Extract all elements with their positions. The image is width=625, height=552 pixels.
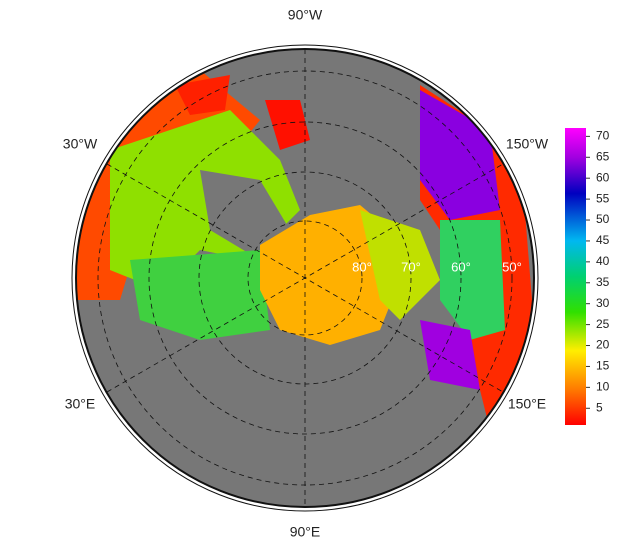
parallel-label: 80° [352, 259, 372, 274]
colorbar-tick-label: 70 [596, 129, 610, 143]
colorbar-tick-label: 55 [596, 191, 610, 205]
parallel-label: 70° [401, 259, 421, 274]
colorbar-tick-label: 60 [596, 170, 610, 184]
meridian-label: 30°W [63, 136, 98, 152]
meridian-label: 150°E [508, 396, 546, 412]
colorbar-tick-label: 40 [596, 254, 610, 268]
colorbar-tick-label: 65 [596, 149, 610, 163]
colorbar-tick-label: 50 [596, 212, 610, 226]
map-border-outer [71, 44, 539, 512]
parallel-label: 60° [451, 259, 471, 274]
colorbar-tick-label: 35 [596, 275, 610, 289]
meridian-label: 30°E [65, 396, 96, 412]
colorbar-tick-label: 20 [596, 338, 610, 352]
colorbar-tick-label: 10 [596, 380, 610, 394]
colorbar-tick-label: 5 [596, 400, 603, 414]
meridian-label: 90°W [288, 7, 323, 23]
colorbar-tick-label: 25 [596, 317, 610, 331]
colorbar [565, 128, 586, 425]
map-border [75, 48, 535, 508]
meridian-label: 90°E [290, 524, 321, 540]
graticule [97, 49, 513, 507]
meridian-label: 150°W [506, 136, 549, 152]
colorbar-tick-label: 30 [596, 296, 610, 310]
colorbar-tick-label: 45 [596, 233, 610, 247]
colorbar-tick-label: 15 [596, 359, 610, 373]
parallel-label: 50° [502, 259, 522, 274]
